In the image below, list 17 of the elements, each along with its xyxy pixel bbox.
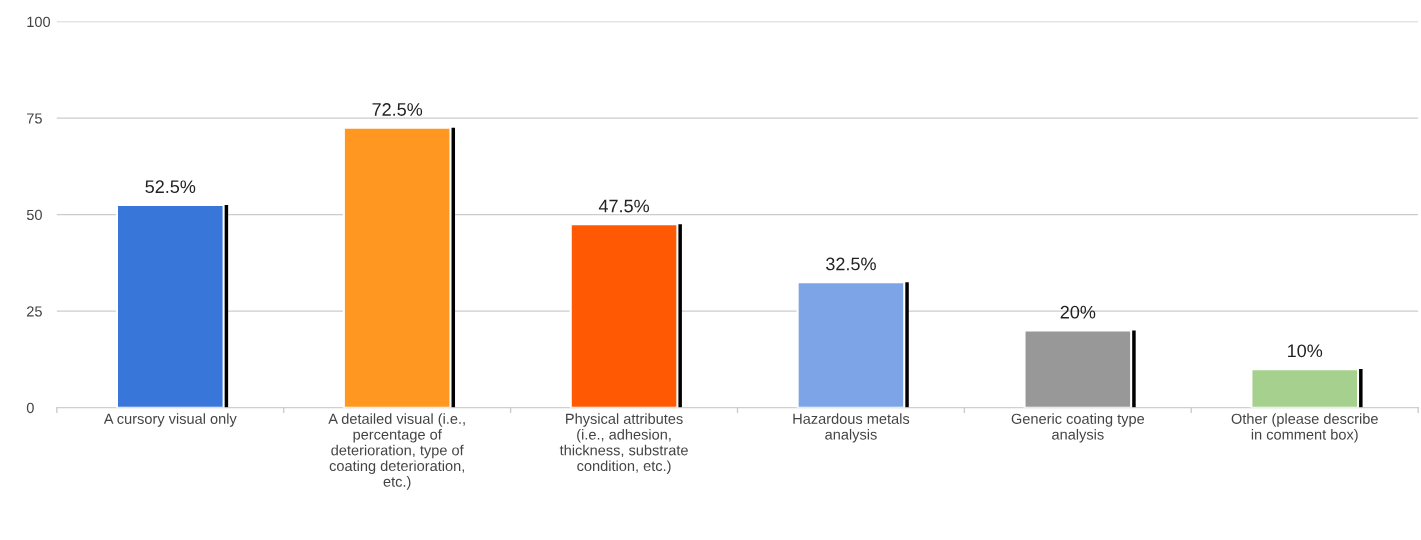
x-tick-label: A detailed visual (i.e., percentage of deterioration, type of coating deterioration, etc.): [328, 413, 465, 490]
y-tick-label: 50: [26, 209, 42, 221]
x-tick-label: Hazardous metals analysis: [793, 413, 910, 443]
x-tick-label: Generic coating type analysis: [1011, 413, 1145, 443]
data-label: 72.5%: [372, 103, 423, 116]
data-label: 47.5%: [598, 199, 650, 213]
data-label: 52.5%: [145, 180, 196, 194]
y-tick-label: 75: [27, 113, 42, 124]
x-tick-label: Other (please describe in comment box): [1231, 413, 1378, 443]
y-tick-label: 0: [26, 402, 34, 414]
x-tick-label: Physical attributes (i.e., adhesion, thickness, substrate condition, etc.): [559, 413, 688, 474]
y-tick-label: 100: [27, 16, 51, 28]
data-label: 20%: [1060, 305, 1096, 319]
data-label: 32.5%: [826, 257, 876, 271]
y-tick-label: 25: [27, 306, 42, 317]
data-label: 10%: [1288, 344, 1323, 358]
x-tick-label: A cursory visual only: [103, 413, 237, 427]
